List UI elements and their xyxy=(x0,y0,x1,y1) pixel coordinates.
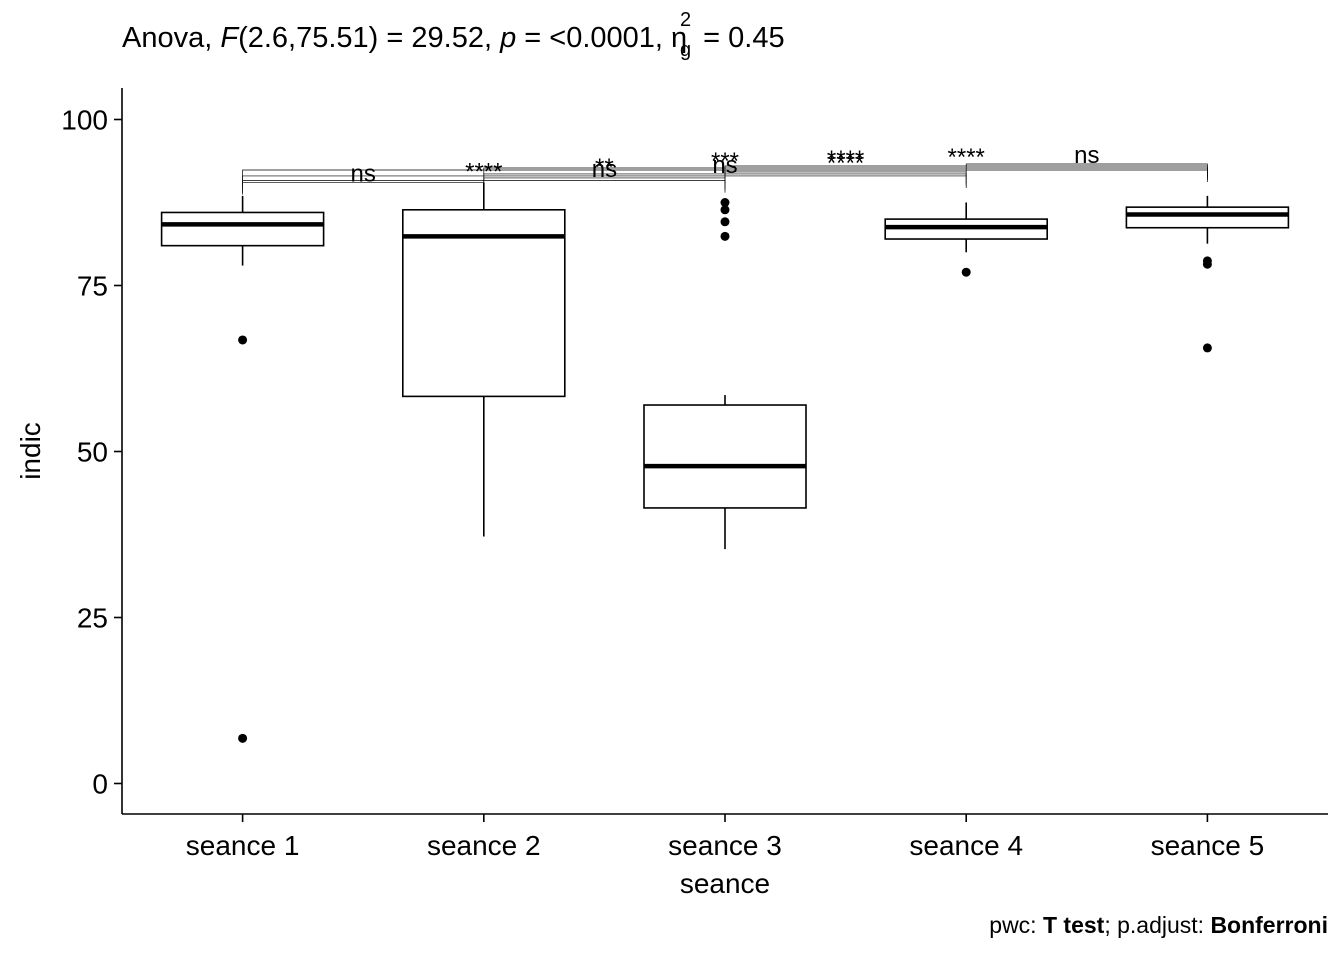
box-iqr xyxy=(643,404,807,509)
caption-sep: ; p.adjust: xyxy=(1104,912,1205,938)
box-2 xyxy=(401,182,566,537)
y-tick-label: 50 xyxy=(77,437,108,468)
box-4 xyxy=(884,202,1049,277)
y-axis-title: indic xyxy=(15,422,46,480)
x-axis-title: seance xyxy=(680,868,770,899)
title-prefix: Anova, xyxy=(122,22,213,54)
title-f-args: (2.6,75.51) = 29.52, xyxy=(238,22,493,54)
x-tick-label: seance 1 xyxy=(186,830,300,861)
outlier-point xyxy=(1202,343,1212,353)
title-eta-symbol: η xyxy=(671,22,688,54)
x-tick-label: seance 3 xyxy=(668,830,782,861)
comparison-bracket: ns xyxy=(965,142,1208,176)
caption: pwc: T test; p.adjust: Bonferroni xyxy=(989,912,1328,939)
title-f-symbol: F xyxy=(220,22,239,54)
axes: 0 25 50 75 100 seance 1 seance 2 seance 3 seance… xyxy=(15,88,1328,899)
title-eta-sup: 2 xyxy=(680,9,692,31)
caption-adjust-value: Bonferroni xyxy=(1210,912,1328,938)
outlier-point xyxy=(238,335,248,345)
box-5 xyxy=(1125,195,1290,353)
comparison-label: **** xyxy=(827,146,864,173)
x-tick-label: seance 2 xyxy=(427,830,541,861)
title-eta-value: = 0.45 xyxy=(703,22,785,54)
comparison-label: ns xyxy=(592,156,617,183)
x-tick-label: seance 5 xyxy=(1151,830,1265,861)
title-p-symbol: p xyxy=(500,22,517,54)
y-tick-label: 0 xyxy=(92,769,108,800)
caption-pwc-value: T test xyxy=(1042,912,1105,938)
comparison-label: ** xyxy=(595,154,614,181)
outlier-point xyxy=(1202,256,1212,266)
bracket-line xyxy=(965,163,1208,176)
box-iqr xyxy=(401,209,566,398)
x-tick-label: seance 4 xyxy=(909,830,1023,861)
comparison-brackets: ns **** ns** ns ******* **** **** ns xyxy=(242,142,1208,195)
outlier-point xyxy=(720,217,730,227)
chart-title: Anova, F(2.6,75.51) = 29.52, p = <0.0001… xyxy=(122,9,785,61)
box-iqr xyxy=(160,211,325,247)
y-tick-label: 25 xyxy=(77,603,108,634)
title-eta-sub: g xyxy=(680,39,692,61)
comparison-label: ns xyxy=(1074,142,1099,169)
comparison-bracket: ns xyxy=(242,161,485,195)
outlier-point xyxy=(720,205,730,215)
outlier-point xyxy=(961,267,971,277)
outlier-point xyxy=(720,198,730,207)
box-3 xyxy=(643,198,807,550)
title-p-value: = <0.0001, xyxy=(524,22,663,54)
comparison-label: **** xyxy=(827,150,864,177)
y-tick-label: 100 xyxy=(61,105,108,136)
caption-pwc-label: pwc: xyxy=(989,912,1037,938)
outlier-point xyxy=(238,733,248,743)
y-tick-label: 75 xyxy=(77,271,108,302)
boxplot-boxes xyxy=(160,182,1290,743)
box-1 xyxy=(160,195,325,743)
outlier-point xyxy=(720,231,730,241)
box-iqr xyxy=(1125,206,1290,229)
comparison-label: ns xyxy=(351,161,376,188)
